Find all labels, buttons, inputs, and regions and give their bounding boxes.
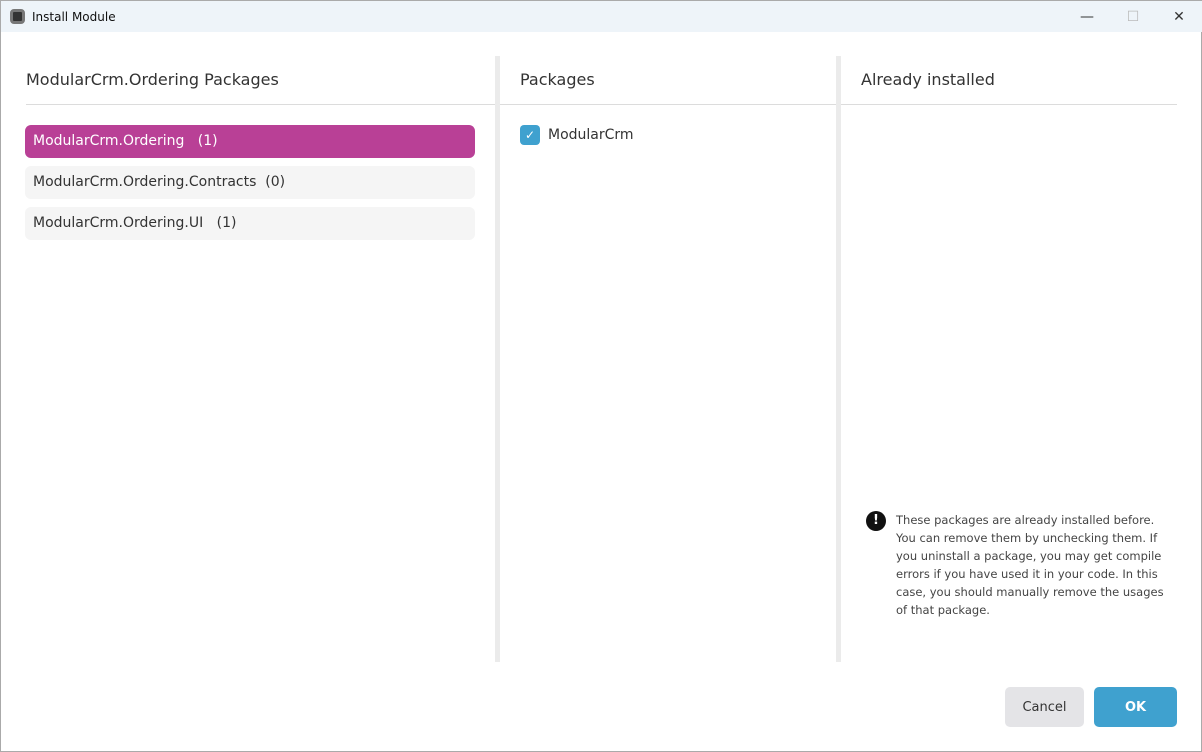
installed-note: These packages are already installed bef… xyxy=(896,513,1164,617)
divider xyxy=(841,104,1177,105)
maximize-button[interactable]: ☐ xyxy=(1126,8,1140,25)
package-checkbox[interactable]: ✓ xyxy=(520,125,540,145)
divider xyxy=(500,104,836,105)
ok-button[interactable]: OK xyxy=(1094,687,1177,727)
module-item[interactable]: ModularCrm.Ordering.UI (1) xyxy=(25,207,475,240)
modules-header: ModularCrm.Ordering Packages xyxy=(26,70,279,89)
warning-icon: ! xyxy=(866,511,886,531)
minimize-button[interactable]: — xyxy=(1080,8,1094,25)
package-label: ModularCrm xyxy=(548,127,634,143)
window-title: Install Module xyxy=(32,9,116,24)
title-bar: Install Module — ☐ ✕ xyxy=(1,1,1202,32)
close-button[interactable]: ✕ xyxy=(1173,8,1185,25)
divider xyxy=(26,104,495,105)
cancel-button[interactable]: Cancel xyxy=(1005,687,1084,727)
module-item[interactable]: ModularCrm.Ordering.Contracts (0) xyxy=(25,166,475,199)
check-icon: ✓ xyxy=(524,128,536,142)
app-icon xyxy=(10,9,25,24)
module-item[interactable]: ModularCrm.Ordering (1) xyxy=(25,125,475,158)
packages-header: Packages xyxy=(520,70,595,89)
column-separator xyxy=(495,56,500,662)
installed-header: Already installed xyxy=(861,70,995,89)
column-separator xyxy=(836,56,841,662)
